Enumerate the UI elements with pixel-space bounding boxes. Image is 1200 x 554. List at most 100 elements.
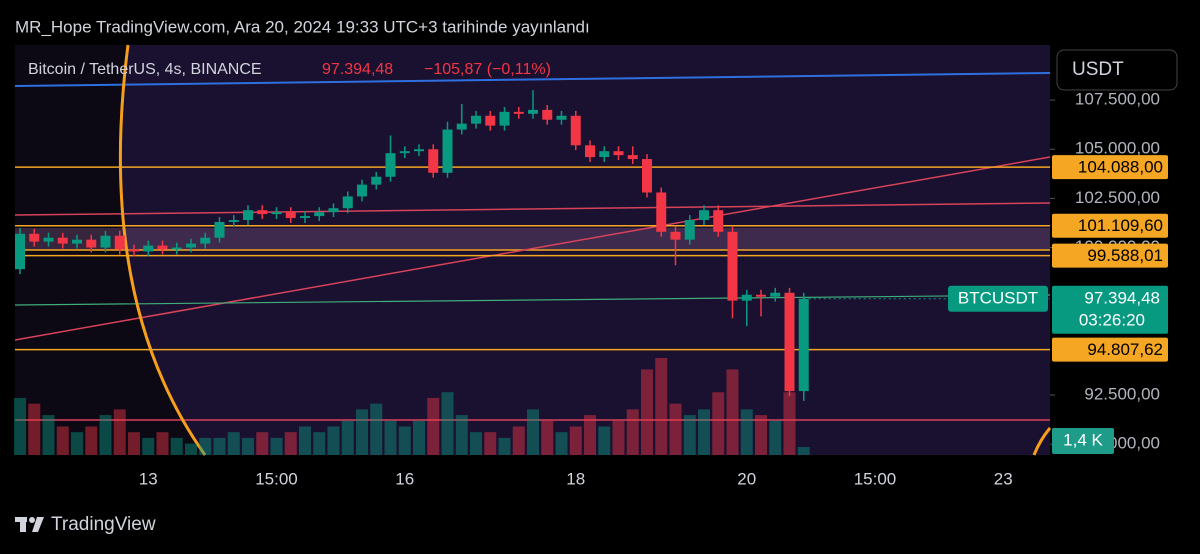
countdown: 03:26:20 (1079, 310, 1145, 329)
volume-bar (626, 409, 639, 455)
volume-bar (213, 437, 226, 455)
candle-body (43, 237, 54, 242)
candle-body (741, 294, 752, 301)
volume-bar (113, 409, 126, 455)
candle-body (442, 129, 453, 173)
candle-body (542, 109, 553, 120)
x-tick-label: 15:00 (854, 469, 897, 488)
volume-bar (755, 415, 767, 455)
volume-bar (527, 409, 539, 455)
y-tick-label: 105.000,00 (1075, 139, 1160, 158)
volume-bar (655, 358, 668, 455)
candle-body (300, 216, 310, 219)
volume-bar (641, 369, 653, 455)
candle-body (585, 145, 595, 158)
volume-bar (142, 437, 155, 455)
volume-bar (384, 420, 397, 455)
candle-body (114, 235, 125, 250)
volume-bar (726, 369, 739, 455)
candle-body (57, 237, 68, 244)
level-label: 104.088,00 (1078, 158, 1163, 177)
volume-bar (327, 426, 340, 455)
candle-body (684, 220, 695, 240)
price-label: 97.394,48 (1084, 288, 1160, 307)
candle-body (171, 247, 182, 250)
candle-body (713, 210, 724, 232)
volume-bar (128, 432, 140, 455)
volume-bar (156, 432, 169, 455)
level-box (1052, 243, 1168, 268)
x-tick-label: 18 (566, 469, 585, 488)
candle-body (456, 123, 467, 130)
volume-bar (598, 426, 611, 455)
symbol-label: BTCUSDT (958, 288, 1038, 307)
volume-bar (99, 415, 112, 455)
y-tick-label: 107.500,00 (1075, 90, 1160, 109)
symbol: Bitcoin / TetherUS, 4s, BINANCE (28, 61, 262, 78)
candle-body (214, 221, 225, 238)
candle-body (556, 115, 567, 120)
currency-button[interactable] (1056, 49, 1178, 91)
volume-bar (740, 409, 753, 455)
volume-bar (498, 437, 511, 455)
logo-part (32, 517, 44, 532)
volume-bar (56, 426, 69, 455)
volume-bar (669, 403, 682, 455)
candle-body (784, 292, 795, 392)
candle-body (670, 231, 681, 240)
volume-bar (71, 432, 83, 455)
trend-line (14, 202, 1051, 216)
candle-body (656, 192, 667, 232)
volume-bar (712, 392, 725, 455)
volume-bar (370, 403, 383, 455)
level-label: 101.109,60 (1078, 216, 1163, 235)
volume-bar (185, 443, 197, 455)
trend-line (14, 294, 1051, 306)
candle-body (727, 231, 738, 301)
volume-label: 1,4 K (1063, 430, 1103, 449)
x-tick-label: 23 (994, 469, 1013, 488)
candle-body (428, 149, 439, 173)
candle-body (399, 151, 410, 154)
candle-body (228, 220, 239, 222)
level-label: 99.588,01 (1087, 246, 1163, 265)
candle-body (186, 243, 196, 248)
y-tick-label: 92.500,00 (1084, 385, 1160, 404)
candle-body (314, 212, 325, 217)
candle-body (414, 149, 424, 152)
level-box (1052, 155, 1168, 180)
volume-bar (170, 437, 183, 455)
volume-bar (783, 392, 796, 455)
x-tick-label: 13 (139, 469, 158, 488)
volume-bar (584, 415, 596, 455)
candle-body (471, 115, 481, 124)
zone (15, 228, 1050, 250)
volume-bar (313, 432, 326, 455)
candle-body (642, 159, 652, 193)
symbol-box (948, 285, 1048, 312)
candle-body (100, 235, 111, 248)
level-box (1052, 337, 1168, 362)
candle-body (328, 208, 339, 213)
volume-bar (698, 409, 710, 455)
volume-bar (270, 437, 283, 455)
candle-body (385, 153, 396, 177)
plot (14, 90, 1050, 455)
currency[interactable]: USDT (1072, 59, 1124, 80)
volume-bar (541, 420, 554, 455)
candle-body (72, 239, 82, 244)
candle-body (613, 151, 624, 156)
volume-bar (341, 420, 354, 455)
x-tick-label: 20 (737, 469, 756, 488)
candle-body (257, 210, 268, 215)
candle-body (157, 245, 168, 250)
x-tick-label: 15:00 (255, 469, 298, 488)
y-tick-label: 102.500,00 (1075, 188, 1160, 207)
price-box (1052, 285, 1168, 334)
candle-body (15, 233, 25, 270)
candle-body (756, 294, 766, 297)
volume-bar (42, 415, 55, 455)
candle-body (770, 292, 781, 297)
last-value: 97.394,48 (322, 61, 393, 78)
